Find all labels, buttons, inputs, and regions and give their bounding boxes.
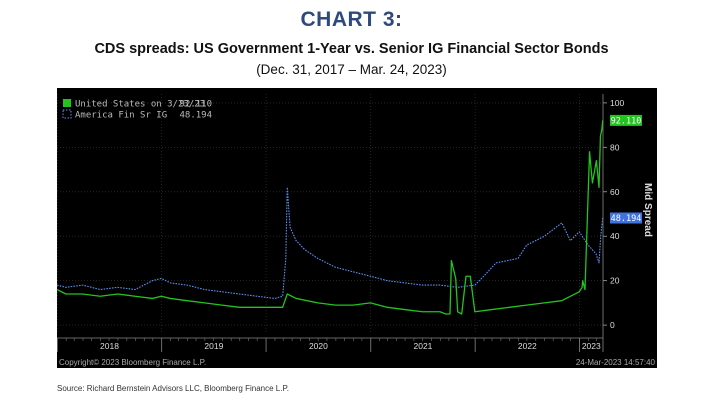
last-value-tag-us-text: 92.110 (611, 116, 642, 126)
y-tick-label-100: 100 (610, 98, 624, 108)
legend-label-fin: America Fin Sr IG (75, 111, 167, 121)
line-chart: 2018 2019 2020 2021 2022 2023 0 20 40 60 80 100 Un… (57, 94, 656, 367)
x-tick-label-2023: 2023 (582, 341, 601, 351)
legend: United States on 3/23/23 92.110 America … (62, 99, 212, 121)
last-value-tag-fin-text: 48.194 (611, 214, 642, 224)
x-tick-label-2022: 2022 (518, 341, 537, 351)
last-value-tag-us (610, 114, 642, 126)
grid-lines (57, 94, 603, 334)
y-tick-label-60: 60 (610, 187, 620, 197)
bloomberg-chart-panel: 2018 2019 2020 2021 2022 2023 0 20 40 60 80 100 Un… (57, 88, 657, 368)
x-tick-label-2018: 2018 (100, 341, 119, 351)
legend-value-fin: 48.194 (179, 111, 212, 121)
x-axis: 2018 2019 2020 2021 2022 2023 (57, 337, 603, 352)
last-value-tag-fin (610, 212, 642, 224)
series-line-america-fin-sr-ig (57, 186, 604, 299)
legend-value-us: 92.110 (179, 100, 212, 110)
series-line-us-government-1y (57, 120, 604, 315)
chart-date-range: (Dec. 31, 2017 – Mar. 24, 2023) (256, 62, 447, 77)
y-tick-label-20: 20 (610, 276, 620, 286)
last-value-tags: 92.110 48.194 (610, 114, 642, 224)
y-axis-title: Mid Spread (642, 183, 653, 237)
series-lines (57, 120, 604, 315)
y-tick-label-0: 0 (610, 320, 615, 330)
legend-label-us: United States on 3/23/23 (75, 100, 205, 110)
x-tick-label-2019: 2019 (204, 341, 223, 351)
y-axis: 0 20 40 60 80 100 (602, 94, 624, 352)
legend-swatch-us (63, 99, 71, 107)
chart-subtitle: CDS spreads: US Government 1-Year vs. Se… (94, 41, 609, 57)
y-tick-label-40: 40 (610, 231, 620, 241)
copyright-text: Copyright© 2023 Bloomberg Finance L.P. (59, 358, 206, 367)
y-tick-label-80: 80 (610, 142, 620, 152)
chart-timestamp: 24-Mar-2023 14:57:40 (576, 358, 656, 367)
source-note: Source: Richard Bernstein Advisors LLC, … (57, 384, 289, 393)
chart-number-title: CHART 3: (300, 8, 403, 31)
legend-swatch-fin (62, 109, 72, 119)
x-tick-label-2021: 2021 (413, 341, 432, 351)
x-tick-label-2020: 2020 (309, 341, 328, 351)
